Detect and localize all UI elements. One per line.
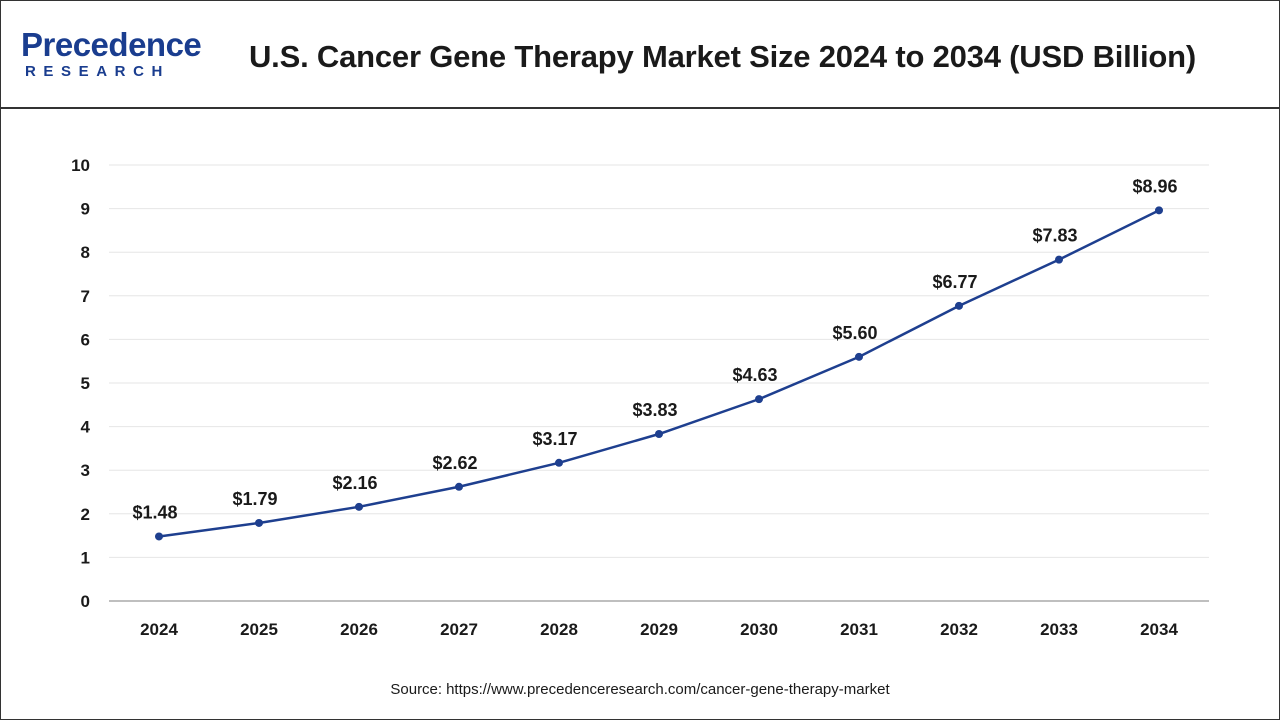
x-tick-label: 2032 bbox=[940, 620, 978, 639]
logo-wordmark: Precedence bbox=[21, 26, 202, 63]
source-url: https://www.precedenceresearch.com/cance… bbox=[446, 681, 890, 698]
series-line bbox=[157, 209, 1161, 538]
data-label: $8.96 bbox=[1132, 176, 1177, 196]
y-tick-label: 7 bbox=[81, 287, 90, 306]
x-tick-label: 2025 bbox=[240, 620, 278, 639]
x-tick-label: 2029 bbox=[640, 620, 678, 639]
x-tick-label: 2033 bbox=[1040, 620, 1078, 639]
data-point bbox=[855, 352, 863, 361]
y-tick-label: 4 bbox=[81, 418, 91, 437]
y-tick-label: 8 bbox=[81, 243, 90, 262]
y-tick-label: 0 bbox=[81, 592, 90, 611]
x-tick-label: 2024 bbox=[140, 620, 178, 639]
data-label: $1.79 bbox=[232, 489, 277, 509]
precedence-research-logo: Precedence RESEARCH bbox=[21, 27, 221, 83]
data-label: $7.83 bbox=[1032, 226, 1077, 246]
y-tick-label: 9 bbox=[81, 200, 90, 219]
data-point bbox=[1155, 206, 1163, 215]
data-point bbox=[755, 395, 763, 404]
data-point bbox=[555, 458, 563, 467]
x-tick-label: 2027 bbox=[440, 620, 478, 639]
data-label: $4.63 bbox=[732, 365, 777, 385]
y-tick-label: 6 bbox=[81, 330, 90, 349]
data-label: $5.60 bbox=[832, 323, 877, 343]
data-label: $1.48 bbox=[132, 502, 177, 522]
data-point bbox=[155, 532, 163, 541]
y-tick-label: 1 bbox=[81, 548, 90, 567]
data-point bbox=[355, 502, 363, 511]
data-label: $3.83 bbox=[632, 400, 677, 420]
data-label: $3.17 bbox=[532, 429, 577, 449]
y-tick-label: 10 bbox=[71, 156, 90, 175]
x-tick-label: 2028 bbox=[540, 620, 578, 639]
source-note: Source: https://www.precedenceresearch.co… bbox=[1, 680, 1279, 700]
y-tick-label: 2 bbox=[81, 505, 90, 524]
source-label: Source: bbox=[390, 681, 443, 698]
data-point bbox=[1055, 255, 1063, 264]
data-point bbox=[455, 482, 463, 491]
y-tick-label: 3 bbox=[81, 461, 90, 480]
data-label: $6.77 bbox=[932, 272, 977, 292]
data-label: $2.16 bbox=[332, 473, 377, 493]
data-label: $2.62 bbox=[432, 453, 477, 473]
data-point bbox=[255, 518, 263, 527]
logo-subtitle: RESEARCH bbox=[25, 63, 170, 80]
x-tick-label: 2034 bbox=[1140, 620, 1178, 639]
x-tick-label: 2030 bbox=[740, 620, 778, 639]
x-tick-label: 2026 bbox=[340, 620, 378, 639]
data-point bbox=[655, 430, 663, 439]
x-tick-label: 2031 bbox=[840, 620, 878, 639]
header-bar: Precedence RESEARCH U.S. Cancer Gene The… bbox=[1, 1, 1279, 109]
data-point bbox=[955, 301, 963, 310]
y-tick-label: 5 bbox=[81, 374, 90, 393]
chart-title: U.S. Cancer Gene Therapy Market Size 202… bbox=[249, 39, 1197, 74]
